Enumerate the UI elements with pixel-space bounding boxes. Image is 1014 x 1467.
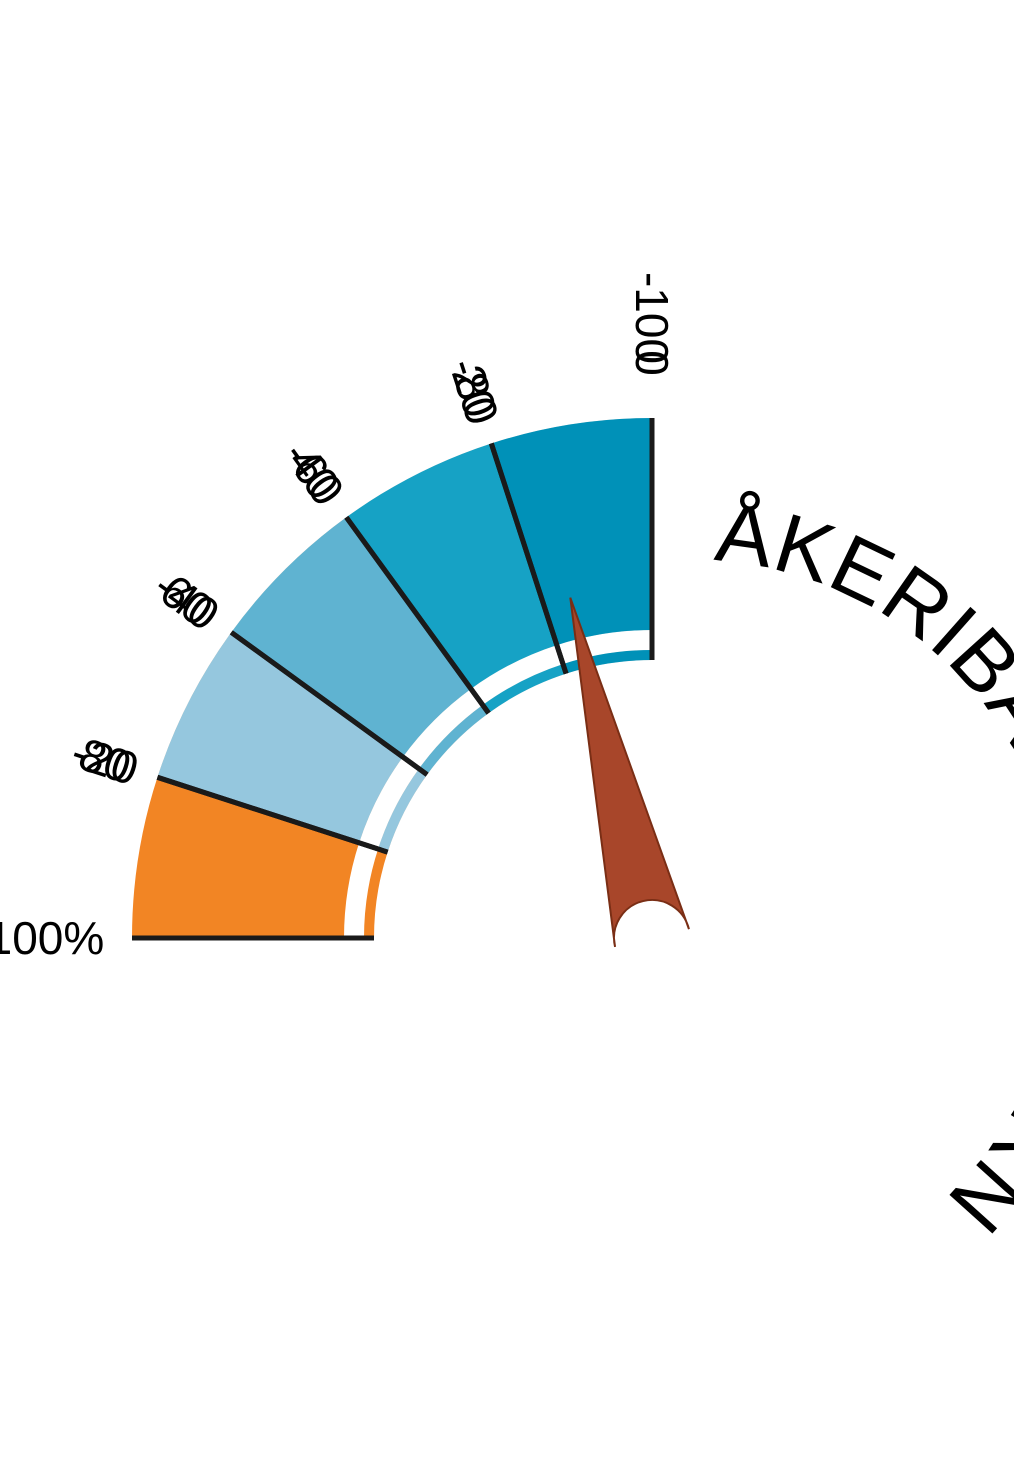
band-divider-6 (229, 630, 429, 777)
inner-band-7 (419, 705, 489, 775)
band-divider-5 (156, 774, 389, 855)
gauge-title: ÅKERIBAROMETERN (711, 484, 1014, 1251)
inner-band-group (364, 650, 652, 938)
scale-label-7: -40 (145, 559, 229, 640)
band-divider-7 (344, 515, 491, 715)
outer-band-9 (491, 418, 652, 646)
gauge-needle (569, 597, 690, 948)
outer-band-8 (346, 443, 557, 689)
scale-label-9: -80 (439, 351, 509, 430)
scale-label-5: 0 (626, 350, 678, 376)
divider-group (132, 418, 655, 941)
scale-label-6: -20 (65, 725, 144, 795)
needle-group (569, 597, 690, 948)
gauge-title-path: ÅKERIBAROMETERN (711, 484, 1014, 1251)
scale-label-10: -100 (626, 272, 678, 364)
inner-band-6 (378, 768, 428, 853)
inner-band-9 (563, 650, 652, 674)
outer-band-7 (231, 517, 471, 757)
scale-label-0: +100% (0, 912, 104, 964)
outer-band-6 (157, 632, 403, 843)
scale-label-8: -60 (273, 431, 354, 515)
outer-band-0 (132, 777, 360, 938)
band-divider-8 (488, 442, 569, 675)
inner-band-0 (364, 849, 388, 938)
outer-band-group (132, 418, 652, 938)
inner-band-8 (482, 664, 567, 714)
